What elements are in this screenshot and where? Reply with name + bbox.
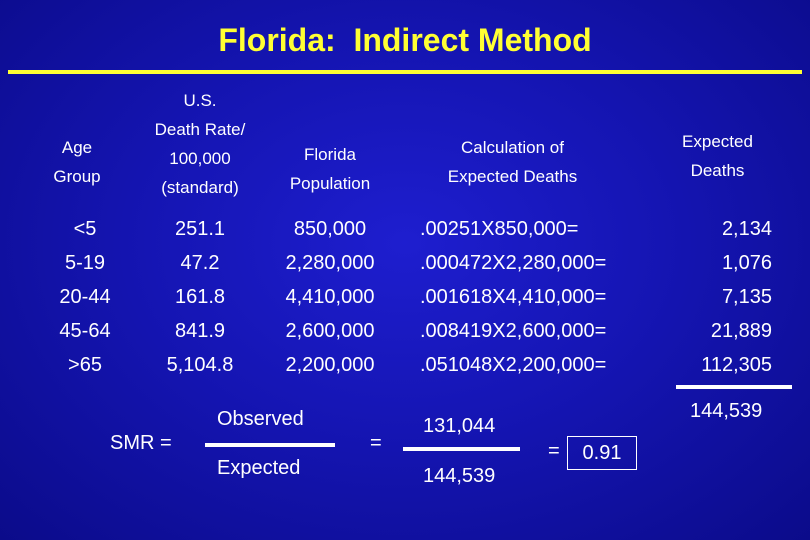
- table-cell-population: 2,200,000: [285, 354, 375, 376]
- result-equals-sign: =: [548, 440, 560, 462]
- expected-deaths-value: 144,539: [423, 465, 496, 487]
- table-cell-age: >65: [68, 354, 102, 376]
- age-group-column: <5 5-19 20-44 45-64 >65: [30, 212, 140, 382]
- table-cell-rate: 161.8: [174, 286, 226, 308]
- table-cell-expected: 7,135: [721, 286, 772, 308]
- calculation-column: .00251X850,000= .000472X2,280,000= .0016…: [420, 212, 650, 382]
- table-cell-calculation: .001618X4,410,000=: [420, 286, 607, 308]
- table-cell-expected: 2,134: [721, 218, 772, 240]
- table-cell-calculation: .000472X2,280,000=: [420, 252, 607, 274]
- table-cell-expected: 112,305: [701, 354, 772, 376]
- header-expected-deaths: Expected Deaths: [682, 132, 753, 180]
- table-cell-expected: 1,076: [721, 252, 772, 274]
- table-cell-calculation: .051048X2,200,000=: [420, 354, 607, 376]
- table-cell-population: 850,000: [293, 218, 367, 240]
- table-cell-rate: 251.1: [174, 218, 226, 240]
- smr-equals-sign: =: [370, 432, 382, 454]
- total-expected-deaths: 144,539: [690, 400, 763, 422]
- table-cell-population: 2,280,000: [285, 252, 375, 274]
- population-column: 850,000 2,280,000 4,410,000 2,600,000 2,…: [265, 212, 395, 382]
- table-cell-age: 5-19: [64, 252, 106, 274]
- header-calculation: Calculation of Expected Deaths: [447, 138, 578, 186]
- expected-deaths-column: 2,134 1,076 7,135 21,889 112,305: [660, 212, 772, 382]
- table-cell-age: 20-44: [59, 286, 111, 308]
- smr-numerator-label: Observed: [217, 408, 304, 430]
- table-cell-age: 45-64: [59, 320, 111, 342]
- title-underline: [8, 70, 802, 74]
- value-fraction-bar: [403, 447, 520, 451]
- smr-label: SMR =: [110, 432, 172, 454]
- smr-denominator-label: Expected: [217, 457, 301, 479]
- table-cell-population: 2,600,000: [285, 320, 375, 342]
- table-cell-population: 4,410,000: [285, 286, 375, 308]
- slide-title: Florida: Indirect Method: [218, 22, 592, 58]
- header-death-rate: U.S. Death Rate/ 100,000 (standard): [154, 91, 246, 197]
- table-cell-age: <5: [73, 218, 97, 240]
- header-population: Florida Population: [289, 145, 371, 193]
- smr-result-box: 0.91: [567, 436, 637, 470]
- table-cell-expected: 21,889: [710, 320, 772, 342]
- death-rate-column: 251.1 47.2 161.8 841.9 5,104.8: [140, 212, 260, 382]
- table-cell-calculation: .00251X850,000=: [420, 218, 579, 240]
- sum-line: [676, 385, 792, 389]
- table-cell-rate: 5,104.8: [166, 354, 234, 376]
- table-cell-calculation: .008419X2,600,000=: [420, 320, 607, 342]
- table-cell-rate: 47.2: [180, 252, 220, 274]
- smr-fraction-bar: [205, 443, 335, 447]
- observed-deaths-value: 131,044: [423, 415, 496, 437]
- table-cell-rate: 841.9: [174, 320, 226, 342]
- header-age-group: Age Group: [53, 138, 101, 186]
